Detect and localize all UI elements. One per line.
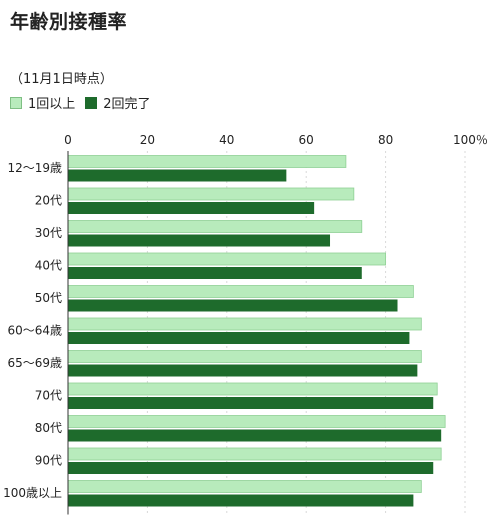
category-label: 40代: [35, 259, 62, 273]
legend-label-series2: 2回完了: [103, 97, 151, 112]
bar-series2: [68, 234, 331, 247]
category-label: 90代: [35, 454, 62, 468]
bar-series2: [68, 494, 414, 507]
legend: 1回以上 2回完了: [10, 93, 161, 112]
bar-series1: [67, 415, 446, 428]
bar-series2: [68, 429, 442, 442]
category-label: 12〜19歳: [7, 161, 62, 175]
chart-title: 年齢別接種率: [10, 11, 128, 33]
chart-subtitle: （11月1日時点）: [10, 72, 113, 87]
category-labels: 12〜19歳 20代 30代 40代 50代 60〜64歳 65〜69歳 70代 80代 90代 1…: [3, 161, 62, 500]
category-label: 30代: [35, 226, 62, 240]
bar-series1: [67, 187, 355, 201]
legend-label-series1: 1回以上: [28, 97, 76, 112]
category-label: 65〜69歳: [7, 356, 62, 370]
category-label: 60〜64歳: [7, 324, 62, 338]
category-label: 70代: [35, 389, 62, 403]
bar-series2: [68, 364, 418, 377]
bar-chart: 0 20 40 60 80 100％ 12〜19歳 20代 30代 40代 50代 60〜64歳 65…: [3, 133, 488, 515]
legend-swatch-series1: [10, 96, 22, 109]
x-tick-label: 80: [378, 133, 393, 147]
x-axis-ticks: 0 20 40 60 80 100％: [64, 133, 488, 147]
bar-series1: [67, 252, 387, 266]
x-tick-label: 60: [299, 133, 314, 147]
bar-series2: [68, 462, 434, 474]
bar-series2: [68, 169, 287, 182]
legend-item-series2: 2回完了: [85, 93, 151, 112]
category-label: 50代: [35, 291, 62, 305]
x-tick-label: 100％: [453, 133, 488, 147]
bar-series2: [68, 267, 362, 279]
bar-series2: [68, 299, 398, 312]
category-label: 20代: [35, 194, 62, 208]
bar-series1: [67, 382, 438, 396]
category-label: 100歳以上: [3, 486, 62, 500]
x-tick-label: 20: [140, 133, 155, 147]
bar-series1: [67, 480, 422, 493]
bar-series1: [67, 350, 422, 363]
bar-series1: [67, 317, 422, 331]
legend-item-series1: 1回以上: [10, 93, 75, 112]
legend-swatch-series2: [85, 96, 98, 109]
bar-series1: [67, 155, 347, 168]
bar-series1: [67, 285, 414, 298]
bar-series2: [68, 332, 410, 344]
bar-series2: [68, 202, 315, 214]
bar-series2: [68, 397, 434, 409]
bars: [67, 155, 446, 507]
bar-series1: [67, 447, 442, 461]
x-tick-label: 0: [64, 133, 72, 147]
category-label: 80代: [35, 421, 62, 435]
x-tick-label: 40: [219, 133, 234, 147]
bar-series1: [67, 220, 363, 233]
